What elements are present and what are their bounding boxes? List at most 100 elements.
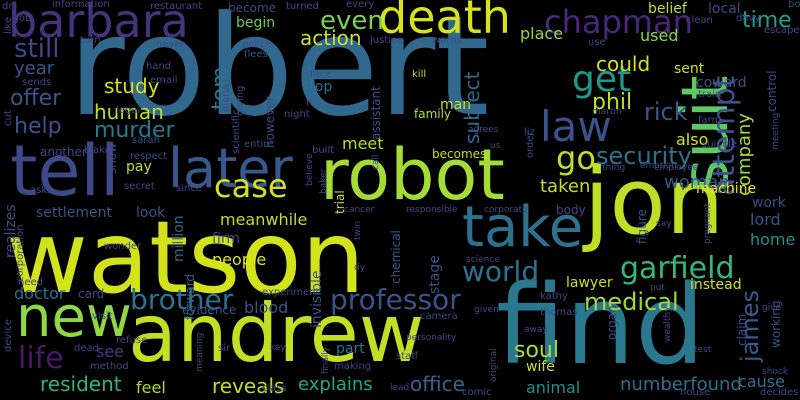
word-phil: phil bbox=[592, 90, 633, 115]
word-rick: rick bbox=[644, 98, 688, 126]
word-medical: medical bbox=[584, 288, 679, 316]
word-liz: liz bbox=[524, 127, 535, 138]
word-wonder: wonder bbox=[104, 241, 142, 252]
word-death: death bbox=[378, 0, 511, 44]
word-home: home bbox=[750, 230, 796, 249]
word-watson: watson bbox=[6, 199, 365, 316]
word-personality: personality bbox=[406, 333, 457, 343]
word-built: built bbox=[312, 145, 335, 156]
word-find: find bbox=[496, 261, 705, 389]
word-night: night bbox=[284, 109, 310, 120]
word-need: need bbox=[18, 277, 43, 288]
word-still: still bbox=[14, 34, 60, 64]
word-place: place bbox=[520, 24, 564, 43]
word-belief: belief bbox=[648, 1, 687, 17]
word-cancer: cancer bbox=[344, 205, 375, 215]
word-n: n bbox=[306, 97, 313, 108]
word-become: become bbox=[228, 1, 277, 15]
word-dead: dead bbox=[74, 343, 99, 354]
word-asks: asks bbox=[30, 185, 53, 196]
word-kill: kill bbox=[412, 69, 427, 80]
word-corporate: corporate bbox=[484, 205, 528, 215]
word-house: house bbox=[680, 387, 711, 398]
word-giving: giving bbox=[235, 85, 246, 116]
word-chemical: chemical bbox=[389, 230, 403, 284]
word-lord: lord bbox=[750, 210, 781, 229]
word-employee: employee bbox=[654, 163, 699, 173]
word-given: given bbox=[474, 305, 499, 315]
word-jon: jon bbox=[584, 148, 725, 255]
word-information: information bbox=[52, 0, 110, 10]
word-wealthy: wealthy bbox=[663, 306, 673, 342]
word-us: us bbox=[490, 141, 501, 151]
word-meet: meet bbox=[342, 134, 384, 153]
word-finally: finally bbox=[321, 346, 331, 374]
word-professor: professor bbox=[330, 283, 461, 316]
word-experiment: experiment bbox=[262, 287, 320, 298]
word-another: another bbox=[40, 145, 87, 159]
word-cut: cut bbox=[3, 110, 14, 126]
word-use: use bbox=[588, 37, 606, 48]
word-study: study bbox=[104, 74, 160, 98]
word-sarah: sarah bbox=[132, 135, 160, 146]
word-life: life bbox=[18, 341, 64, 376]
word-scientific: scientific bbox=[231, 109, 242, 154]
word-camera: camera bbox=[420, 311, 458, 322]
word-reveals: reveals bbox=[212, 374, 285, 398]
word-also: also bbox=[676, 130, 709, 149]
word-office: office bbox=[410, 372, 465, 396]
word-call: call bbox=[371, 154, 381, 170]
word-thomas: thomas bbox=[540, 307, 578, 318]
word-shock: shock bbox=[762, 367, 789, 377]
word-making: making bbox=[334, 361, 372, 372]
word-device: device bbox=[3, 319, 14, 352]
word-kathy: kathy bbox=[540, 291, 568, 302]
word-assistant: assistant bbox=[369, 86, 383, 140]
word-begin: begin bbox=[236, 15, 276, 31]
word-cause: cause bbox=[738, 372, 785, 391]
word-sent: sent bbox=[674, 61, 705, 77]
word-garfield: garfield bbox=[620, 251, 735, 286]
word-davy: davy bbox=[736, 13, 761, 24]
word-look: look bbox=[136, 205, 166, 221]
word-firm: firm bbox=[212, 231, 240, 247]
word-settlement: settlement bbox=[36, 205, 113, 221]
word-meaning: meaning bbox=[195, 332, 205, 372]
word-board: board bbox=[788, 0, 800, 10]
word-every: every bbox=[346, 0, 375, 10]
word-blood: blood bbox=[244, 298, 289, 317]
word-chapman: chapman bbox=[544, 3, 693, 41]
word-numberfound: numberfound bbox=[620, 374, 742, 395]
word-stop: stop bbox=[302, 79, 333, 95]
word-clean: clean bbox=[686, 15, 713, 26]
word-turn: turn bbox=[80, 35, 101, 46]
word-blake: blake bbox=[84, 145, 111, 156]
word-family: family bbox=[414, 107, 452, 121]
word-lead: lead bbox=[390, 383, 410, 393]
word-taken: taken bbox=[540, 176, 591, 197]
word-man: man bbox=[440, 97, 472, 113]
word-body: body bbox=[556, 203, 586, 217]
word-pay: pay bbox=[126, 159, 152, 175]
word-world: world bbox=[462, 255, 540, 288]
word-meeting: meeting bbox=[771, 112, 781, 150]
word-help: help bbox=[14, 114, 62, 139]
word-farm: farm bbox=[698, 115, 722, 126]
word-sends: sends bbox=[22, 77, 52, 88]
word-twin: twin bbox=[353, 220, 363, 240]
word-card: card bbox=[78, 287, 105, 301]
word-becomes: becomes bbox=[432, 147, 487, 161]
word-work: work bbox=[752, 195, 786, 211]
word-security: security bbox=[596, 142, 692, 170]
word-machine: machine bbox=[696, 181, 757, 197]
word-woman: woman bbox=[664, 172, 730, 193]
word-legal: legal bbox=[116, 105, 141, 116]
word-since: since bbox=[176, 183, 202, 194]
word-explains: explains bbox=[298, 374, 373, 395]
word-train: train bbox=[698, 89, 722, 100]
word-year: year bbox=[14, 58, 55, 79]
word-baker: baker bbox=[319, 168, 329, 194]
word-instead: instead bbox=[690, 277, 742, 293]
word-sir: sir bbox=[218, 343, 231, 354]
